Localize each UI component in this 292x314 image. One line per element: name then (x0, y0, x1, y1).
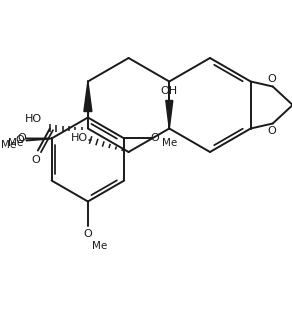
Text: O: O (84, 230, 92, 240)
Polygon shape (84, 82, 92, 111)
Text: HO: HO (25, 115, 42, 124)
Polygon shape (166, 100, 173, 128)
Text: Me: Me (8, 138, 23, 149)
Text: Me: Me (1, 140, 16, 150)
Text: Me: Me (92, 241, 107, 252)
Text: O: O (15, 136, 24, 145)
Text: O: O (150, 133, 159, 143)
Text: O: O (267, 127, 276, 137)
Text: Me: Me (162, 138, 178, 149)
Text: O: O (17, 133, 26, 143)
Text: OH: OH (161, 85, 178, 95)
Text: HO: HO (70, 133, 88, 143)
Text: O: O (267, 73, 276, 84)
Text: O: O (32, 155, 40, 165)
